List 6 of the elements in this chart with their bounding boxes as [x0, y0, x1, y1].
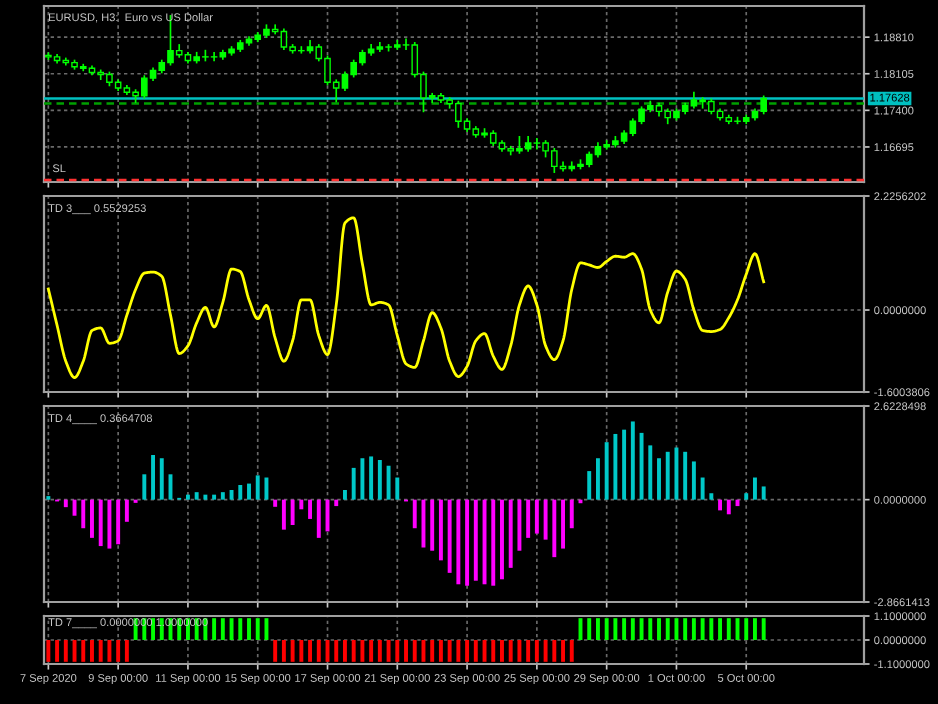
candlestick [306, 39, 314, 54]
candlestick [280, 28, 288, 50]
candlestick [62, 57, 70, 66]
candlestick [97, 69, 105, 81]
candlestick [175, 44, 183, 58]
candlestick [568, 161, 576, 172]
